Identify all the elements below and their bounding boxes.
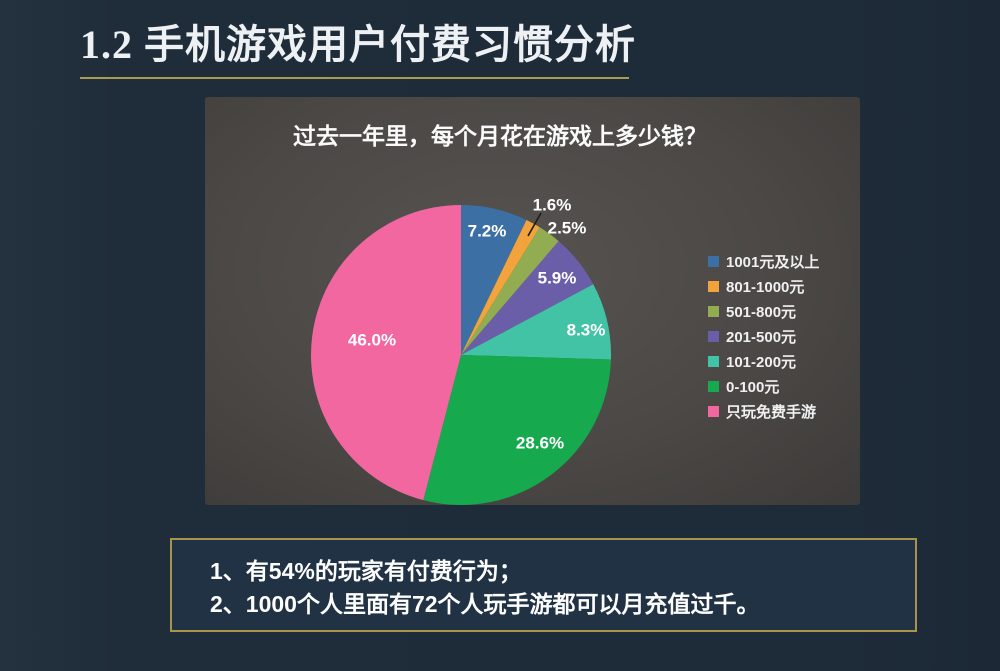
legend-swatch-1 (708, 281, 719, 292)
slide-title: 1.2 手机游戏用户付费习惯分析 (80, 22, 636, 67)
pie-slice-3 (461, 241, 594, 355)
legend-item-3: 201-500元 (708, 329, 819, 346)
legend-item-6: 只玩免费手游 (708, 404, 819, 421)
pie-label-3: 5.9% (538, 269, 577, 288)
legend-item-0: 1001元及以上 (708, 254, 820, 271)
title-underline (80, 77, 629, 79)
legend-label-3: 201-500元 (726, 329, 797, 346)
insight-line-1: 1、有54%的玩家有付费行为； (210, 558, 522, 584)
pie-slice-4 (461, 284, 611, 360)
legend-label-6: 只玩免费手游 (726, 404, 817, 421)
legend-swatch-2 (708, 306, 719, 317)
legend-label-4: 101-200元 (726, 354, 797, 371)
pie-label-1: 1.6% (533, 196, 572, 215)
pie-slice-2 (461, 227, 559, 355)
legend-swatch-6 (708, 406, 719, 417)
legend-item-1: 801-1000元 (708, 279, 819, 296)
pie-label-2: 2.5% (548, 219, 587, 238)
pie-label-4: 8.3% (567, 321, 606, 340)
pie-slice-0 (461, 205, 527, 355)
chart-panel: 过去一年里，每个月花在游戏上多少钱？ 7.2% 1.6% 2.5% 5.9% 8.3% 2… (205, 97, 860, 505)
legend-swatch-3 (708, 331, 719, 342)
chart-legend: 1001元及以上 801-1000元 501-800元 201-500元 101-200… (708, 254, 820, 421)
legend-swatch-5 (708, 381, 719, 392)
pie-label-5: 28.6% (516, 434, 564, 453)
pie-label-0: 7.2% (468, 222, 507, 241)
insight-line-2: 2、1000个人里面有72个人玩手游都可以月充值过千。 (210, 591, 760, 617)
legend-swatch-0 (708, 256, 719, 267)
pie-label-6: 46.0% (348, 331, 396, 350)
pie-slice-5 (423, 355, 611, 505)
legend-label-1: 801-1000元 (726, 279, 805, 296)
legend-label-2: 501-800元 (726, 304, 797, 321)
chart-title: 过去一年里，每个月花在游戏上多少钱？ (293, 123, 707, 149)
pie-slice-6 (310, 205, 461, 501)
pie-slice-1 (461, 220, 540, 355)
legend-label-5: 0-100元 (726, 379, 780, 396)
pie-chart: 7.2% 1.6% 2.5% 5.9% 8.3% 28.6% 46.0% (310, 196, 611, 505)
legend-label-0: 1001元及以上 (726, 254, 820, 271)
legend-item-4: 101-200元 (708, 354, 819, 371)
legend-item-5: 0-100元 (708, 379, 819, 396)
legend-swatch-4 (708, 356, 719, 367)
legend-item-2: 501-800元 (708, 304, 819, 321)
leader-line-1 (527, 212, 542, 237)
insight-box: 1、有54%的玩家有付费行为； 2、1000个人里面有72个人玩手游都可以月充值… (170, 538, 917, 632)
